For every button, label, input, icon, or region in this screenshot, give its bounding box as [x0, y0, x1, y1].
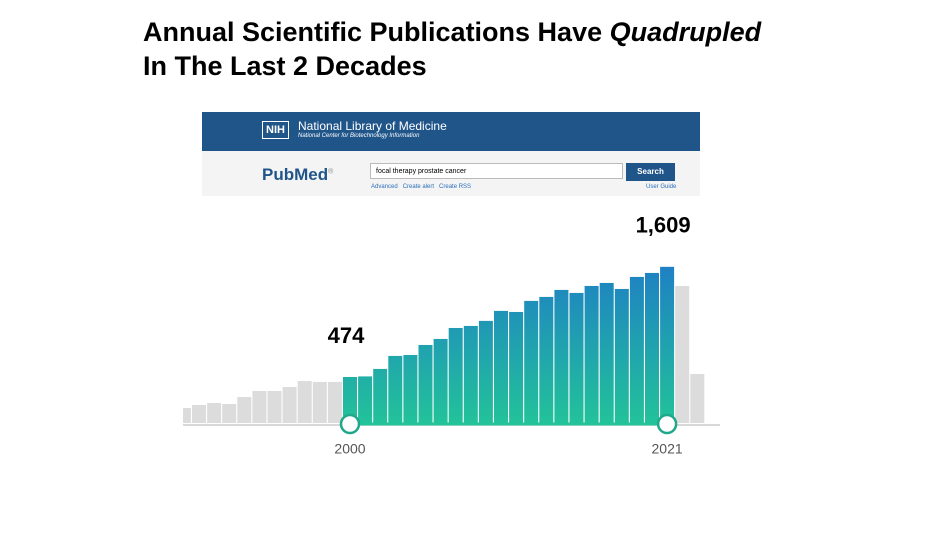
bar [478, 320, 493, 423]
pubmed-banner: NIH National Library of Medicine Nationa… [202, 112, 700, 151]
title-emphasis: Quadrupled [609, 17, 762, 47]
bar [327, 381, 342, 423]
bar [252, 390, 267, 423]
bar [282, 386, 297, 423]
org-name: National Library of Medicine [298, 119, 447, 133]
bar [237, 396, 252, 423]
search-button[interactable]: Search [626, 163, 675, 181]
bar [267, 390, 282, 423]
search-input[interactable]: focal therapy prostate cancer [370, 163, 623, 179]
bar [584, 285, 599, 423]
x-tick-label: 2021 [652, 441, 683, 457]
bar [463, 325, 478, 423]
link[interactable]: Advanced [371, 184, 398, 190]
logo-mark: ® [328, 168, 334, 176]
link[interactable]: Create alert [402, 184, 435, 190]
suborg-name: National Center for Biotechnology Inform… [298, 133, 420, 139]
bar [403, 354, 418, 423]
bar [418, 344, 433, 423]
bar [448, 327, 463, 423]
bar [343, 376, 357, 423]
range-handle[interactable] [339, 413, 361, 435]
bar [494, 310, 508, 423]
bar [192, 404, 206, 423]
bar [222, 403, 237, 423]
bar [539, 296, 554, 423]
bar [207, 403, 222, 423]
value-label: 474 [328, 323, 365, 348]
nih-logo[interactable]: NIH [262, 121, 289, 139]
bar [297, 380, 312, 423]
title-line2: In The Last 2 Decades [143, 51, 427, 81]
bar [312, 381, 327, 423]
bar [183, 407, 191, 423]
bar [614, 288, 629, 423]
bar [433, 338, 448, 423]
value-label: 1,609 [636, 213, 691, 238]
bar [645, 272, 659, 423]
user-guide-link[interactable]: User Guide [646, 184, 677, 190]
pubmed-logo[interactable]: PubMed® [262, 165, 333, 185]
logo-pub: Pub [262, 165, 295, 184]
bar [524, 300, 539, 423]
range-handle[interactable] [656, 413, 678, 435]
bar [690, 373, 705, 423]
bar [629, 276, 644, 423]
bar [599, 282, 614, 423]
bar [660, 266, 675, 423]
bar [373, 368, 388, 423]
logo-med: Med [294, 165, 329, 184]
pubmed-screenshot: NIH National Library of Medicine Nationa… [202, 112, 700, 196]
bar [569, 292, 584, 423]
slide-title: Annual Scientific Publications Have Quad… [143, 15, 761, 83]
link[interactable]: Create RSS [439, 184, 472, 190]
bar [554, 289, 569, 423]
bar [388, 355, 403, 423]
title-line1: Annual Scientific Publications Have [143, 17, 603, 47]
x-tick-label: 2000 [334, 441, 365, 457]
bar [358, 376, 373, 423]
search-links: Advanced Create alert Create RSS [371, 184, 476, 190]
bar [675, 285, 690, 423]
bar [509, 311, 524, 423]
